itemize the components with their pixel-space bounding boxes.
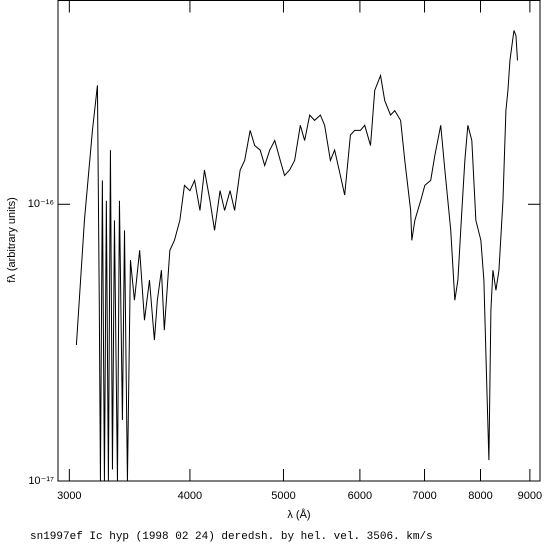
x-tick-label: 5000	[271, 490, 295, 502]
x-tick-label: 6000	[348, 490, 372, 502]
x-axis-label: λ (Å)	[287, 508, 310, 521]
y-tick-label: 10⁻¹⁶	[28, 198, 54, 210]
y-axis-label: fλ (arbitrary units)	[6, 197, 18, 283]
plot-frame	[57, 0, 541, 482]
x-tick-label: 9000	[518, 490, 542, 502]
y-tick-label: 10⁻¹⁷	[28, 475, 54, 487]
caption: sn1997ef Ic hyp (1998 02 24) deredsh. by…	[30, 531, 433, 543]
x-tick-label: 8000	[468, 490, 492, 502]
x-tick-label: 7000	[412, 490, 436, 502]
x-tick-label: 4000	[178, 490, 202, 502]
x-tick-label: 3000	[57, 490, 81, 502]
spectrum-line	[75, 30, 518, 481]
